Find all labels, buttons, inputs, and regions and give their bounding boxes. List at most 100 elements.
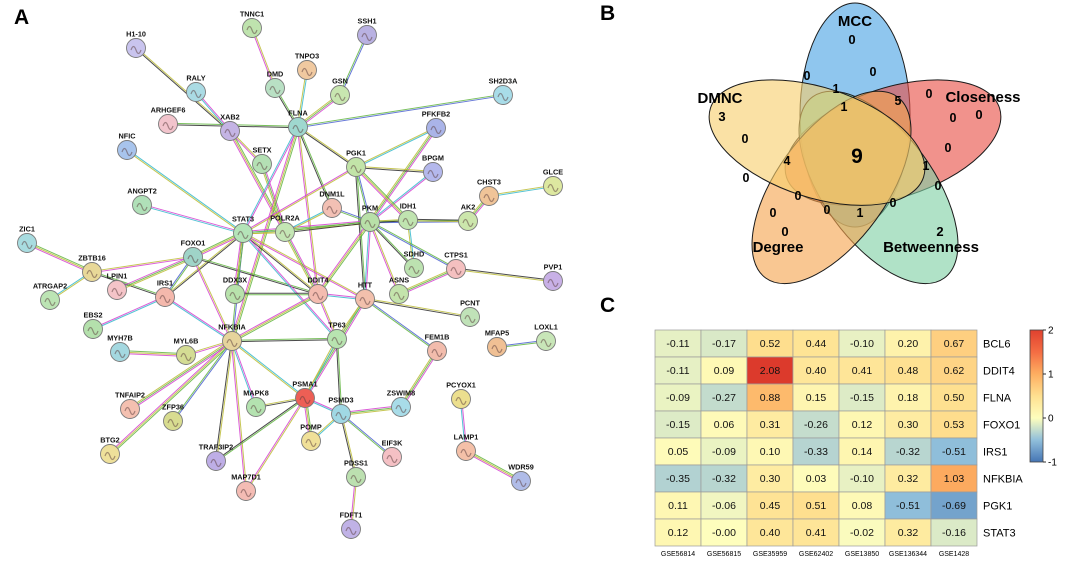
network-node-irs1[interactable]: IRS1	[155, 279, 175, 307]
protein-node-circle[interactable]	[456, 441, 476, 461]
protein-node-circle[interactable]	[163, 411, 183, 431]
protein-node-circle[interactable]	[265, 78, 285, 98]
network-node-traf3ip2[interactable]: TRAF3IP2	[199, 443, 233, 471]
network-node-ddx3x[interactable]: DDX3X	[223, 276, 247, 304]
network-node-flna[interactable]: FLNA	[288, 109, 308, 137]
network-node-ctps1[interactable]: CTPS1	[444, 251, 468, 279]
network-node-zfp36[interactable]: ZFP36	[162, 403, 184, 431]
protein-node-circle[interactable]	[330, 85, 350, 105]
network-node-foxo1[interactable]: FOXO1	[181, 239, 206, 267]
network-node-psma1[interactable]: PSMA1	[292, 380, 318, 408]
network-node-tnpo3[interactable]: TNPO3	[295, 52, 319, 80]
protein-node-circle[interactable]	[176, 345, 196, 365]
network-node-stat3[interactable]: STAT3	[232, 215, 254, 243]
protein-node-circle[interactable]	[404, 258, 424, 278]
network-node-pdss1[interactable]: PDSS1	[344, 459, 368, 487]
network-node-asns[interactable]: ASNS	[389, 276, 409, 304]
protein-node-circle[interactable]	[82, 262, 102, 282]
protein-node-circle[interactable]	[511, 471, 531, 491]
protein-node-circle[interactable]	[391, 397, 411, 417]
network-node-eif3k[interactable]: EIF3K	[382, 439, 403, 467]
network-node-ak2[interactable]: AK2	[458, 203, 478, 231]
protein-node-circle[interactable]	[252, 154, 272, 174]
network-node-pgk1[interactable]: PGK1	[346, 149, 366, 177]
protein-node-circle[interactable]	[346, 467, 366, 487]
protein-node-circle[interactable]	[126, 38, 146, 58]
protein-node-circle[interactable]	[301, 431, 321, 451]
protein-node-circle[interactable]	[493, 85, 513, 105]
protein-node-circle[interactable]	[120, 399, 140, 419]
network-node-lamp1[interactable]: LAMP1	[454, 433, 479, 461]
protein-node-circle[interactable]	[460, 307, 480, 327]
network-node-myl6b[interactable]: MYL6B	[174, 337, 199, 365]
network-node-mfap5[interactable]: MFAP5	[485, 329, 509, 357]
protein-node-circle[interactable]	[242, 18, 262, 38]
network-node-pomp[interactable]: POMP	[300, 423, 322, 451]
protein-node-circle[interactable]	[222, 331, 242, 351]
network-node-fem1b[interactable]: FEM1B	[425, 333, 450, 361]
network-node-gsn[interactable]: GSN	[330, 77, 350, 105]
protein-node-circle[interactable]	[225, 284, 245, 304]
protein-node-circle[interactable]	[275, 222, 295, 242]
protein-node-circle[interactable]	[357, 25, 377, 45]
network-node-tnfaip2[interactable]: TNFAIP2	[115, 391, 145, 419]
network-node-glce[interactable]: GLCE	[543, 168, 563, 196]
network-node-pcyox1[interactable]: PCYOX1	[446, 381, 476, 409]
network-node-chst3[interactable]: CHST3	[477, 178, 501, 206]
network-node-pkm[interactable]: PKM	[360, 204, 380, 232]
network-node-setx[interactable]: SETX	[252, 146, 272, 174]
network-node-wdr59[interactable]: WDR59	[508, 463, 534, 491]
network-node-zswim8[interactable]: ZSWIM8	[387, 389, 415, 417]
protein-node-circle[interactable]	[487, 337, 507, 357]
protein-node-circle[interactable]	[427, 341, 447, 361]
protein-node-circle[interactable]	[346, 157, 366, 177]
network-node-loxl1[interactable]: LOXL1	[534, 323, 558, 351]
network-node-mapk8[interactable]: MAPK8	[243, 389, 269, 417]
network-node-ddit4[interactable]: DDIT4	[307, 276, 329, 304]
network-node-dnm1l[interactable]: DNM1L	[319, 190, 345, 218]
protein-node-circle[interactable]	[40, 290, 60, 310]
network-node-fdft1[interactable]: FDFT1	[340, 511, 363, 539]
protein-node-circle[interactable]	[17, 233, 37, 253]
network-node-tnnc1[interactable]: TNNC1	[240, 10, 264, 38]
network-node-idh1[interactable]: IDH1	[398, 202, 418, 230]
protein-node-circle[interactable]	[451, 389, 471, 409]
protein-node-circle[interactable]	[423, 162, 443, 182]
protein-node-circle[interactable]	[132, 195, 152, 215]
network-node-pcnt[interactable]: PCNT	[460, 299, 480, 327]
protein-node-circle[interactable]	[543, 271, 563, 291]
protein-node-circle[interactable]	[355, 289, 375, 309]
network-node-atrgap2[interactable]: ATRGAP2	[33, 282, 67, 310]
protein-node-circle[interactable]	[331, 404, 351, 424]
protein-node-circle[interactable]	[398, 210, 418, 230]
protein-node-circle[interactable]	[426, 118, 446, 138]
protein-node-circle[interactable]	[341, 519, 361, 539]
network-node-zbtb16[interactable]: ZBTB16	[78, 254, 106, 282]
protein-node-circle[interactable]	[322, 198, 342, 218]
network-node-lpin1[interactable]: LPIN1	[107, 272, 128, 300]
network-node-ssh1[interactable]: SSH1	[357, 17, 377, 45]
protein-node-circle[interactable]	[117, 140, 137, 160]
protein-node-circle[interactable]	[308, 284, 328, 304]
protein-node-circle[interactable]	[236, 481, 256, 501]
protein-node-circle[interactable]	[382, 447, 402, 467]
network-node-map7d1[interactable]: MAP7D1	[231, 473, 261, 501]
protein-node-circle[interactable]	[297, 60, 317, 80]
protein-node-circle[interactable]	[458, 211, 478, 231]
protein-node-circle[interactable]	[479, 186, 499, 206]
network-node-polr2a[interactable]: POLR2A	[270, 214, 301, 242]
protein-node-circle[interactable]	[83, 319, 103, 339]
network-node-tp63[interactable]: TP63	[327, 321, 347, 349]
network-node-h1-10[interactable]: H1-10	[126, 30, 146, 58]
protein-node-circle[interactable]	[206, 451, 226, 471]
protein-node-circle[interactable]	[536, 331, 556, 351]
network-node-zic1[interactable]: ZIC1	[17, 225, 37, 253]
protein-node-circle[interactable]	[288, 117, 308, 137]
protein-node-circle[interactable]	[183, 247, 203, 267]
network-node-nfic[interactable]: NFIC	[117, 132, 137, 160]
network-node-xab2[interactable]: XAB2	[220, 113, 240, 141]
protein-node-circle[interactable]	[446, 259, 466, 279]
network-node-htt[interactable]: HTT	[355, 281, 375, 309]
network-node-myh7b[interactable]: MYH7B	[107, 334, 133, 362]
network-node-raly[interactable]: RALY	[186, 74, 206, 102]
